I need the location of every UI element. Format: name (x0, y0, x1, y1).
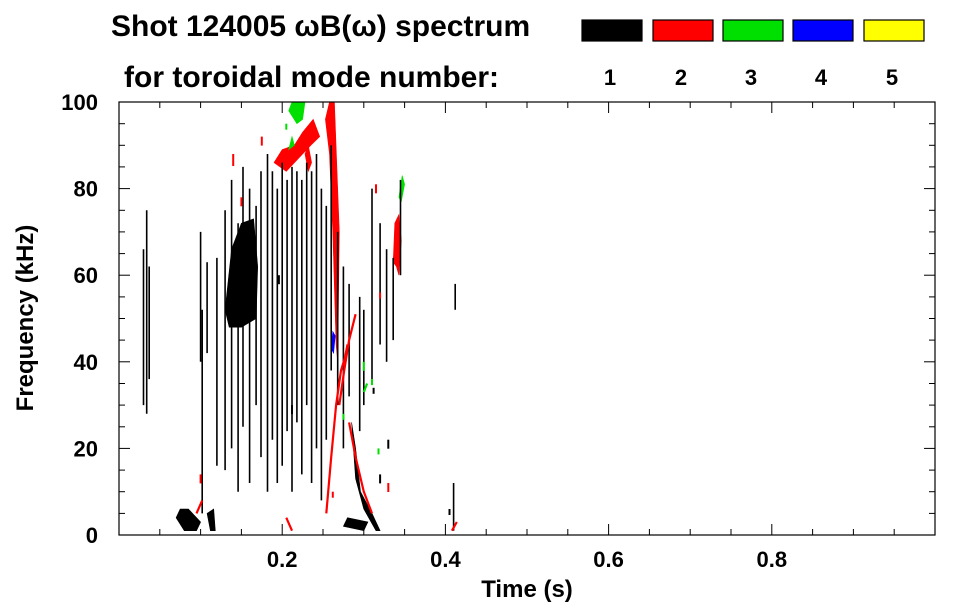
legend-label-mode-5: 5 (886, 65, 898, 90)
mode-1-patch-3 (206, 508, 216, 532)
mode-1-patch-0 (224, 218, 259, 328)
axes: 0.2 0.4 0.6 0.8 0 20 40 60 80 100 (61, 90, 935, 572)
legend-swatch-mode-4 (792, 19, 854, 42)
mode-2-trace-5 (450, 521, 458, 532)
mode-legend: 1 2 3 4 5 (581, 19, 925, 90)
mode-2-trace-0 (325, 344, 349, 514)
x-tick-label: 0.2 (267, 547, 298, 572)
x-tick-label: 0.8 (757, 547, 788, 572)
legend-label-mode-3: 3 (745, 65, 757, 90)
mode-1-patch-2 (175, 508, 201, 532)
mode-2-trace-2 (348, 422, 374, 514)
legend-swatch-mode-1 (581, 19, 643, 42)
x-tick-label: 0.4 (430, 547, 461, 572)
spectrogram-data (142, 101, 458, 532)
legend-label-mode-4: 4 (815, 65, 828, 90)
chart-subtitle: for toroidal mode number: (124, 61, 499, 94)
y-tick-label: 80 (74, 177, 98, 202)
legend-swatch-mode-3 (722, 19, 784, 42)
y-tick-label: 20 (74, 436, 98, 461)
mode-4-patch-12 (330, 330, 336, 355)
mode-2-trace-1 (338, 313, 357, 406)
legend-label-mode-1: 1 (604, 65, 616, 90)
mode-3-patch-9 (288, 101, 306, 125)
x-tick-label: 0.6 (593, 547, 624, 572)
y-tick-label: 100 (61, 90, 98, 115)
mode-3-patch-11 (288, 135, 295, 151)
y-tick-label: 0 (86, 523, 98, 548)
mode-1-patch-1 (351, 422, 381, 532)
legend-swatch-mode-2 (652, 19, 714, 42)
mode-2-patch-5 (273, 118, 321, 172)
y-tick-label: 60 (74, 263, 98, 288)
mode-1-patch-4 (342, 517, 369, 532)
mode-3-trace-6 (362, 383, 369, 393)
x-axis-label: Time (s) (481, 576, 573, 603)
legend-label-mode-2: 2 (675, 65, 687, 90)
mode-2-trace-4 (195, 499, 204, 514)
y-axis-label: Frequency (kHz) (12, 225, 39, 412)
y-tick-label: 40 (74, 350, 98, 375)
chart-title: Shot 124005 ωB(ω) spectrum (111, 10, 530, 43)
mode-2-trace-3 (285, 517, 294, 532)
legend-swatch-mode-5 (863, 19, 925, 42)
